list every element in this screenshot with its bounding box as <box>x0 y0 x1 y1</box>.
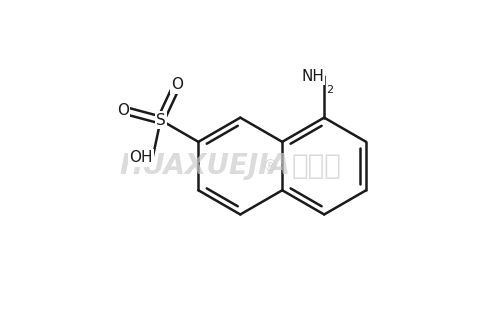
Text: 化学加: 化学加 <box>291 152 341 180</box>
Text: NH: NH <box>301 69 324 84</box>
Text: OH: OH <box>129 150 152 165</box>
Text: S: S <box>156 113 166 128</box>
Text: HUAXUEJIA: HUAXUEJIA <box>119 152 290 180</box>
Text: O: O <box>117 102 129 117</box>
Text: O: O <box>171 77 183 92</box>
Text: ®: ® <box>262 158 278 173</box>
Text: 2: 2 <box>326 85 333 95</box>
